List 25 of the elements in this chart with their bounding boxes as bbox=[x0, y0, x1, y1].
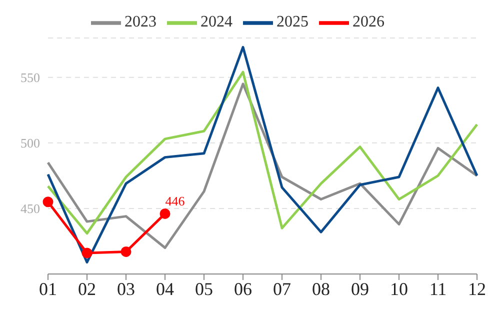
x-tick-label: 09 bbox=[351, 278, 369, 299]
x-tick-label: 12 bbox=[468, 278, 486, 299]
y-tick-label: 450 bbox=[20, 201, 40, 216]
legend-label: 2024 bbox=[200, 14, 232, 31]
x-tick-label: 01 bbox=[39, 278, 57, 299]
x-tick-label: 08 bbox=[312, 278, 330, 299]
legend-label: 2023 bbox=[124, 14, 156, 31]
x-tick-label: 04 bbox=[156, 278, 174, 299]
x-tick-label: 06 bbox=[234, 278, 252, 299]
data-label: 446 bbox=[165, 194, 186, 209]
legend-label: 2025 bbox=[276, 14, 308, 31]
point bbox=[160, 208, 170, 219]
x-tick-label: 02 bbox=[78, 278, 96, 299]
x-tick-label: 05 bbox=[195, 278, 213, 299]
y-tick-label: 500 bbox=[20, 136, 40, 151]
point bbox=[42, 196, 54, 208]
x-tick-label: 10 bbox=[390, 278, 408, 299]
x-tick-label: 03 bbox=[117, 278, 135, 299]
x-tick-label: 11 bbox=[429, 278, 447, 299]
point bbox=[82, 248, 92, 258]
point bbox=[120, 246, 132, 257]
legend-label: 2026 bbox=[352, 14, 384, 31]
x-tick-label: 07 bbox=[273, 278, 291, 299]
y-tick-label: 550 bbox=[20, 70, 40, 85]
line-series bbox=[46, 46, 478, 264]
